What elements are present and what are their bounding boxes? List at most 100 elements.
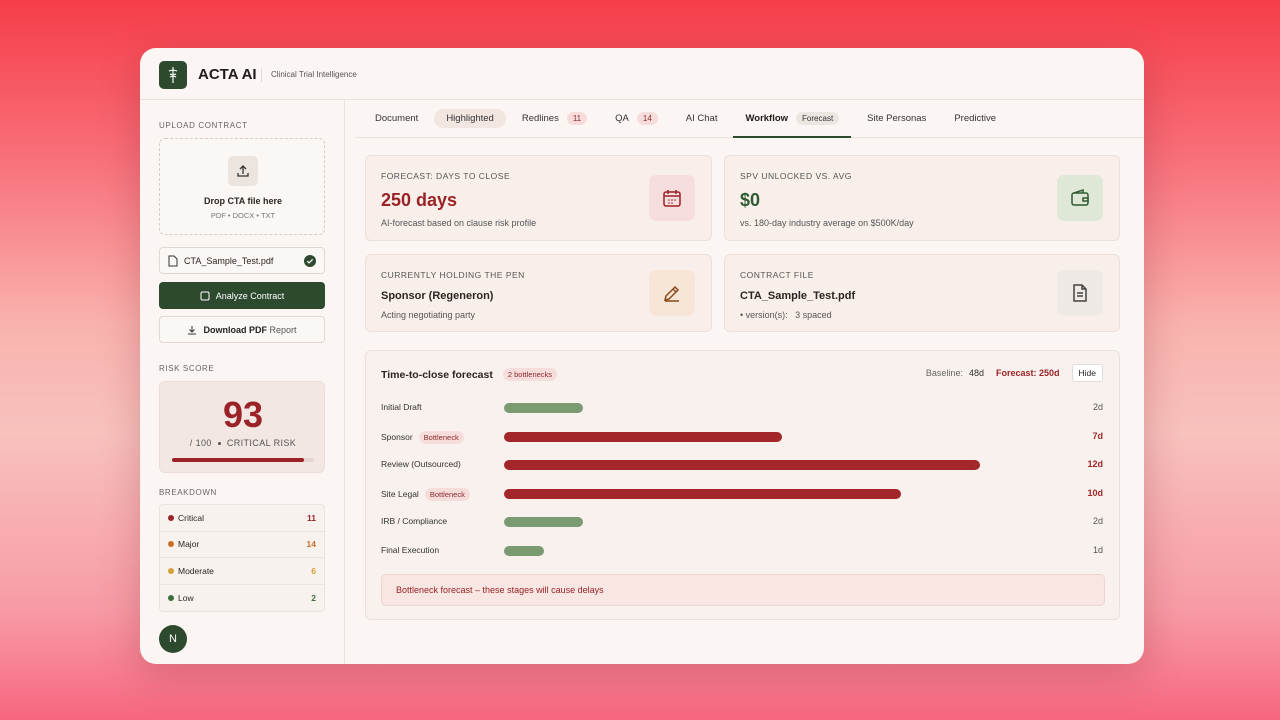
card-note: AI-forecast based on clause risk profile: [381, 218, 537, 228]
stat-card: CURRENTLY HOLDING THE PEN Sponsor (Regene…: [365, 254, 712, 332]
risk-box: 93 / 100 CRITICAL RISK: [159, 381, 325, 473]
risk-score: 93: [222, 394, 264, 435]
breakdown-name: Critical: [178, 512, 204, 523]
card-label: CONTRACT FILE: [740, 270, 814, 280]
hide-button[interactable]: Hide: [1071, 364, 1103, 382]
stage-name-wrap: Site Legal Bottleneck: [381, 487, 470, 501]
file-name: CTA_Sample_Test.pdf: [184, 255, 274, 266]
app-window: ACTA AI Clinical Trial Intelligence UPLO…: [140, 48, 1144, 664]
card-note: vs. 180-day industry average on $500K/da…: [740, 218, 914, 228]
stage-bar: [504, 431, 782, 442]
stage-name: Sponsor: [381, 432, 413, 442]
tab[interactable]: Highlighted: [434, 100, 506, 138]
button-label: Analyze Contract: [215, 290, 285, 301]
download-button[interactable]: Download PDF Report: [159, 316, 325, 343]
breakdown-count: 14: [306, 539, 316, 550]
tab[interactable]: QA 14: [603, 100, 670, 138]
subtitle: Clinical Trial Intelligence: [271, 70, 357, 79]
stage-name: IRB / Compliance: [381, 516, 448, 526]
analyze-button[interactable]: Analyze Contract: [159, 282, 325, 309]
breakdown-count: 2: [311, 592, 316, 603]
breakdown-row: Major 14: [160, 532, 324, 558]
section-label: BREAKDOWN: [159, 488, 217, 497]
tab-label: Workflow: [745, 113, 789, 124]
logo: [159, 61, 187, 89]
stat-card: FORECAST: DAYS TO CLOSE 250 days AI-foreca…: [365, 155, 712, 241]
card-label: SPV UNLOCKED VS. AVG: [740, 171, 852, 181]
risk-fill: [172, 458, 305, 462]
breakdown-count: 11: [307, 512, 316, 523]
stage-days: 1d: [1092, 544, 1103, 555]
drop-title: Drop CTA file here: [203, 196, 282, 206]
breakdown-name: Major: [178, 539, 200, 550]
stat-card: SPV UNLOCKED VS. AVG $0 vs. 180-day indust…: [724, 155, 1120, 241]
stage-bar: [504, 460, 980, 470]
dropzone[interactable]: Drop CTA file here PDF • DOCX • TXT: [159, 138, 325, 235]
stage-name-wrap: IRB / Compliance: [381, 516, 447, 526]
tab-badge: 14: [636, 112, 658, 125]
baseline-value: 48d: [968, 368, 984, 378]
stage-name: Site Legal: [381, 489, 419, 499]
forecast-value: Forecast: 250d: [995, 368, 1060, 378]
stage-days: 10d: [1087, 487, 1103, 498]
card-value: CTA_Sample_Test.pdf: [740, 290, 856, 302]
card-icon: [1057, 175, 1103, 221]
section-label: RISK SCORE: [159, 364, 215, 373]
stage-bar: [504, 488, 901, 499]
tab[interactable]: Predictive: [942, 100, 1008, 138]
risk-track: [172, 458, 314, 462]
forecast-panel: Time-to-close forecast 2 bottlenecks Bas…: [365, 350, 1120, 620]
stage-bar: [504, 403, 584, 413]
logo-icon: [168, 67, 178, 83]
card-label: CURRENTLY HOLDING THE PEN: [381, 270, 525, 280]
avatar[interactable]: N: [159, 625, 187, 653]
stage-row: Review (Outsourced) 12d: [366, 455, 1121, 475]
panel-title: Time-to-close forecast 2 bottlenecks: [381, 368, 558, 381]
tab[interactable]: Redlines 11: [510, 100, 599, 138]
breakdown-name: Low: [178, 592, 194, 603]
stage-name-wrap: Review (Outsourced): [381, 459, 461, 469]
card-note: • version(s): 3 spaced: [740, 310, 832, 320]
upload-icon: [228, 156, 258, 186]
card-icon: [649, 270, 695, 316]
file-row[interactable]: CTA_Sample_Test.pdf: [159, 247, 325, 274]
stage-days: 2d: [1092, 516, 1103, 526]
section-label: UPLOAD CONTRACT: [159, 121, 248, 130]
baseline-label: Baseline:: [925, 368, 963, 378]
card-value: Sponsor (Regeneron): [381, 290, 494, 302]
tab-label: Predictive: [954, 113, 997, 124]
breakdown-count: 6: [311, 565, 316, 576]
card-value: 250 days: [381, 190, 458, 210]
tab-label: Document: [375, 113, 419, 124]
tab-label: Site Personas: [867, 113, 927, 124]
stage-row: Sponsor Bottleneck 7d: [366, 427, 1121, 447]
drop-formats: PDF • DOCX • TXT: [210, 211, 276, 220]
bottleneck-note: Bottleneck forecast – these stages will …: [381, 574, 1105, 606]
tab[interactable]: Workflow Forecast: [733, 100, 851, 138]
stage-row: Initial Draft 2d: [366, 398, 1121, 418]
risk-max: / 100: [189, 438, 212, 448]
title: Time-to-close forecast: [381, 368, 493, 381]
stage-name: Initial Draft: [381, 402, 422, 412]
tab[interactable]: AI Chat: [674, 100, 730, 138]
breakdown-row: Moderate 6: [160, 558, 324, 585]
stage-days: 7d: [1092, 430, 1103, 441]
header: [140, 48, 1144, 100]
stat-card: CONTRACT FILE CTA_Sample_Test.pdf • versio…: [724, 254, 1120, 332]
dot: [168, 514, 174, 521]
tab-label: Highlighted: [434, 109, 506, 128]
breakdown-list: Critical 11 Major 14 Moderate 6 Low 2: [159, 504, 325, 612]
stage-row: IRB / Compliance 2d: [366, 512, 1121, 532]
stage-name-wrap: Final Execution: [381, 545, 439, 555]
divider: [261, 68, 262, 82]
stage-name: Final Execution: [381, 544, 440, 555]
breakdown-name: Moderate: [178, 565, 214, 576]
tab[interactable]: Document: [363, 100, 430, 138]
card-label: FORECAST: DAYS TO CLOSE: [381, 171, 511, 181]
button-label: Download PDF: [203, 324, 267, 335]
dot: [168, 594, 174, 601]
bottleneck-tag: Bottleneck: [418, 430, 464, 444]
risk-level: CRITICAL RISK: [226, 438, 297, 448]
tab[interactable]: Site Personas: [855, 100, 938, 138]
